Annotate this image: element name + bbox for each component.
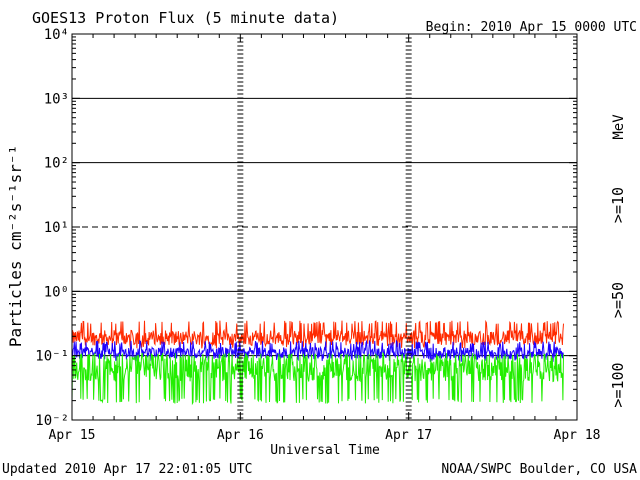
y-tick-label: 10³ [44,91,69,107]
y-tick-label: 10¹ [44,220,69,236]
legend-unit: MeV [611,114,627,140]
y-axis-label: Particles cm⁻²s⁻¹sr⁻¹ [6,145,25,347]
updated-timestamp: Updated 2010 Apr 17 22:01:05 UTC [2,462,252,477]
legend-entry: >=100 [609,362,627,407]
chart-title: GOES13 Proton Flux (5 minute data) [32,9,339,27]
x-tick-label: Apr 18 [554,428,601,443]
y-tick-label: 10⁴ [44,27,69,43]
legend: >=10 >=50 >=100 MeV [609,114,627,408]
legend-entry: >=10 [609,187,627,223]
y-tick-label: 10⁻¹ [35,349,69,365]
x-tick-label: Apr 17 [385,428,432,443]
y-tick-label: 10⁻² [35,413,69,429]
x-tick-label: Apr 15 [49,428,96,443]
y-tick-label: 10⁰ [44,284,69,300]
source-credit: NOAA/SWPC Boulder, CO USA [441,462,637,477]
series-line [71,351,564,406]
series-layer [71,319,564,406]
plot-frame [71,33,578,421]
x-tick-labels: Apr 15 Apr 16 Apr 17 Apr 18 [49,428,601,443]
y-tick-label: 10² [44,156,69,172]
begin-label: Begin: 2010 Apr 15 0000 UTC [426,20,637,35]
series-line [71,319,564,349]
legend-entry: >=50 [609,282,627,318]
axis-ticks [71,33,578,421]
series-line [71,339,564,362]
threshold-lines [72,97,577,357]
y-tick-labels: 10⁻² 10⁻¹ 10⁰ 10¹ 10² 10³ 10⁴ [35,27,69,429]
x-tick-label: Apr 16 [217,428,264,443]
x-axis-label: Universal Time [270,443,380,458]
